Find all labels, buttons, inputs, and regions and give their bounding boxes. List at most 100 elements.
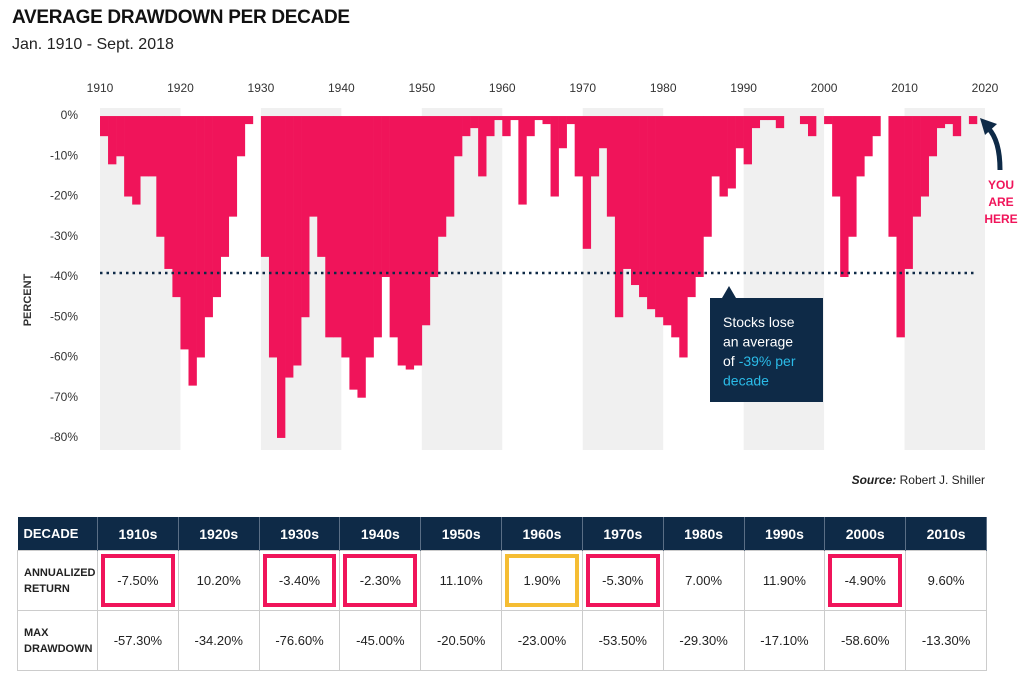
header-cell: 1950s xyxy=(420,517,503,551)
drawdown-bar xyxy=(614,116,624,318)
drawdown-bar xyxy=(100,116,109,137)
cell-text: -34.20% xyxy=(194,633,243,648)
cell-text: 9.60% xyxy=(927,573,965,588)
annotation-line: Stocks lose xyxy=(723,314,795,330)
drawdown-bar xyxy=(735,116,744,149)
y-tick-label: 0% xyxy=(61,108,79,122)
cell-text: -57.30% xyxy=(113,633,163,648)
drawdown-bar xyxy=(413,116,423,366)
x-tick-label: 1910 xyxy=(87,81,114,95)
drawdown-bar xyxy=(719,116,728,197)
drawdown-bar xyxy=(268,116,278,358)
drawdown-bar xyxy=(566,116,575,125)
drawdown-bar xyxy=(244,116,254,125)
drawdown-bar xyxy=(920,116,929,197)
drawdown-bar xyxy=(767,116,777,121)
y-tick-label: -80% xyxy=(50,430,78,444)
cell-text: -58.60% xyxy=(841,633,890,648)
drawdown-bar xyxy=(840,116,849,277)
drawdown-bar xyxy=(333,116,342,338)
drawdown-bar xyxy=(928,116,938,157)
cell-text: -5.30% xyxy=(585,554,660,607)
drawdown-bar xyxy=(260,116,270,257)
drawdown-bar xyxy=(164,116,173,269)
source-label: Source: xyxy=(852,473,897,487)
annotation: Stocks lose an average of -39% per decade xyxy=(723,314,796,389)
drawdown-bar xyxy=(180,116,189,350)
cell-text: -20.50% xyxy=(436,633,486,648)
drawdown-bar xyxy=(429,116,439,277)
drawdown-bar xyxy=(671,116,680,338)
x-tick-label: 1920 xyxy=(167,81,194,95)
chart-title: AVERAGE DRAWDOWN PER DECADE xyxy=(12,7,350,28)
x-tick-label: 1970 xyxy=(569,81,596,95)
value-cell: 9.60% xyxy=(905,550,987,611)
x-tick-label: 1960 xyxy=(489,81,516,95)
drawdown-bar xyxy=(317,116,326,257)
chart: AVERAGE DRAWDOWN PER DECADE Jan. 1910 - … xyxy=(12,7,1018,487)
x-tick-label: 2000 xyxy=(811,81,838,95)
x-tick-label: 1990 xyxy=(730,81,757,95)
drawdown-bar xyxy=(140,116,149,177)
row-label: MAX DRAWDOWN xyxy=(17,610,98,671)
drawdown-bar xyxy=(832,116,841,197)
drawdown-bar xyxy=(293,116,302,366)
drawdown-bar xyxy=(389,116,398,338)
drawdown-bar xyxy=(759,116,769,121)
drawdown-bar xyxy=(148,116,157,177)
value-cell: -4.90% xyxy=(824,550,907,611)
drawdown-bar xyxy=(172,116,181,298)
drawdown-bar xyxy=(856,116,865,177)
drawdown-bar xyxy=(695,116,704,277)
header-cell: 1970s xyxy=(582,517,664,551)
y-tick-label: -60% xyxy=(50,350,78,364)
cell-text: -2.30% xyxy=(343,554,418,607)
header-cell: 1910s xyxy=(97,517,179,551)
drawdown-bar xyxy=(711,116,720,177)
value-cell: -13.30% xyxy=(905,610,987,671)
drawdown-bar xyxy=(598,116,608,149)
drawdown-bar xyxy=(518,116,527,205)
drawdown-bar xyxy=(381,116,390,277)
annotation-prefix: of xyxy=(723,353,735,369)
drawdown-bar xyxy=(510,116,519,121)
drawdown-bar xyxy=(743,116,752,165)
y-tick-label: -70% xyxy=(50,390,78,404)
drawdown-bar xyxy=(373,116,382,338)
drawdown-bar xyxy=(968,116,978,125)
annotation-highlight: decade xyxy=(723,372,769,388)
drawdown-bar xyxy=(365,116,374,358)
drawdown-bar xyxy=(542,116,551,125)
value-cell: -29.30% xyxy=(662,610,745,671)
cell-text: 11.10% xyxy=(439,573,483,588)
drawdown-bar xyxy=(204,116,213,318)
x-tick-label: 2010 xyxy=(891,81,918,95)
drawdown-bar xyxy=(639,116,648,298)
cell-text: 11.90% xyxy=(762,573,806,588)
value-cell: -34.20% xyxy=(177,610,260,671)
value-cell: 1.90% xyxy=(501,550,583,611)
marker-text: YOU xyxy=(988,178,1014,192)
drawdown-bar xyxy=(703,116,712,237)
drawdown-bar xyxy=(454,116,463,157)
drawdown-bar xyxy=(631,116,640,286)
drawdown-bar xyxy=(888,116,897,237)
value-cell: -45.00% xyxy=(339,610,422,671)
decade-table: DECADE 1910s 1920s 1930s 1940s 1950s 1960s 1970… xyxy=(17,517,987,671)
y-tick-label: -40% xyxy=(50,269,78,283)
cell-text: -53.50% xyxy=(598,633,647,648)
value-cell: -17.10% xyxy=(743,610,826,671)
header-cell: 1930s xyxy=(259,517,341,551)
drawdown-bar xyxy=(405,116,415,370)
drawdown-bar xyxy=(421,116,431,326)
row-label: ANNUALIZED RETURN xyxy=(17,550,98,611)
drawdown-bar xyxy=(936,116,946,129)
table-row: MAX DRAWDOWN -57.30% -34.20% -76.60% -45.00%… xyxy=(17,610,987,671)
x-tick-label: 2020 xyxy=(972,81,999,95)
marker-text: ARE xyxy=(988,195,1013,209)
y-tick-label: -30% xyxy=(50,229,78,243)
drawdown-bar xyxy=(124,116,133,197)
value-cell: -7.50% xyxy=(97,550,179,611)
header-cell: 1920s xyxy=(178,517,260,551)
